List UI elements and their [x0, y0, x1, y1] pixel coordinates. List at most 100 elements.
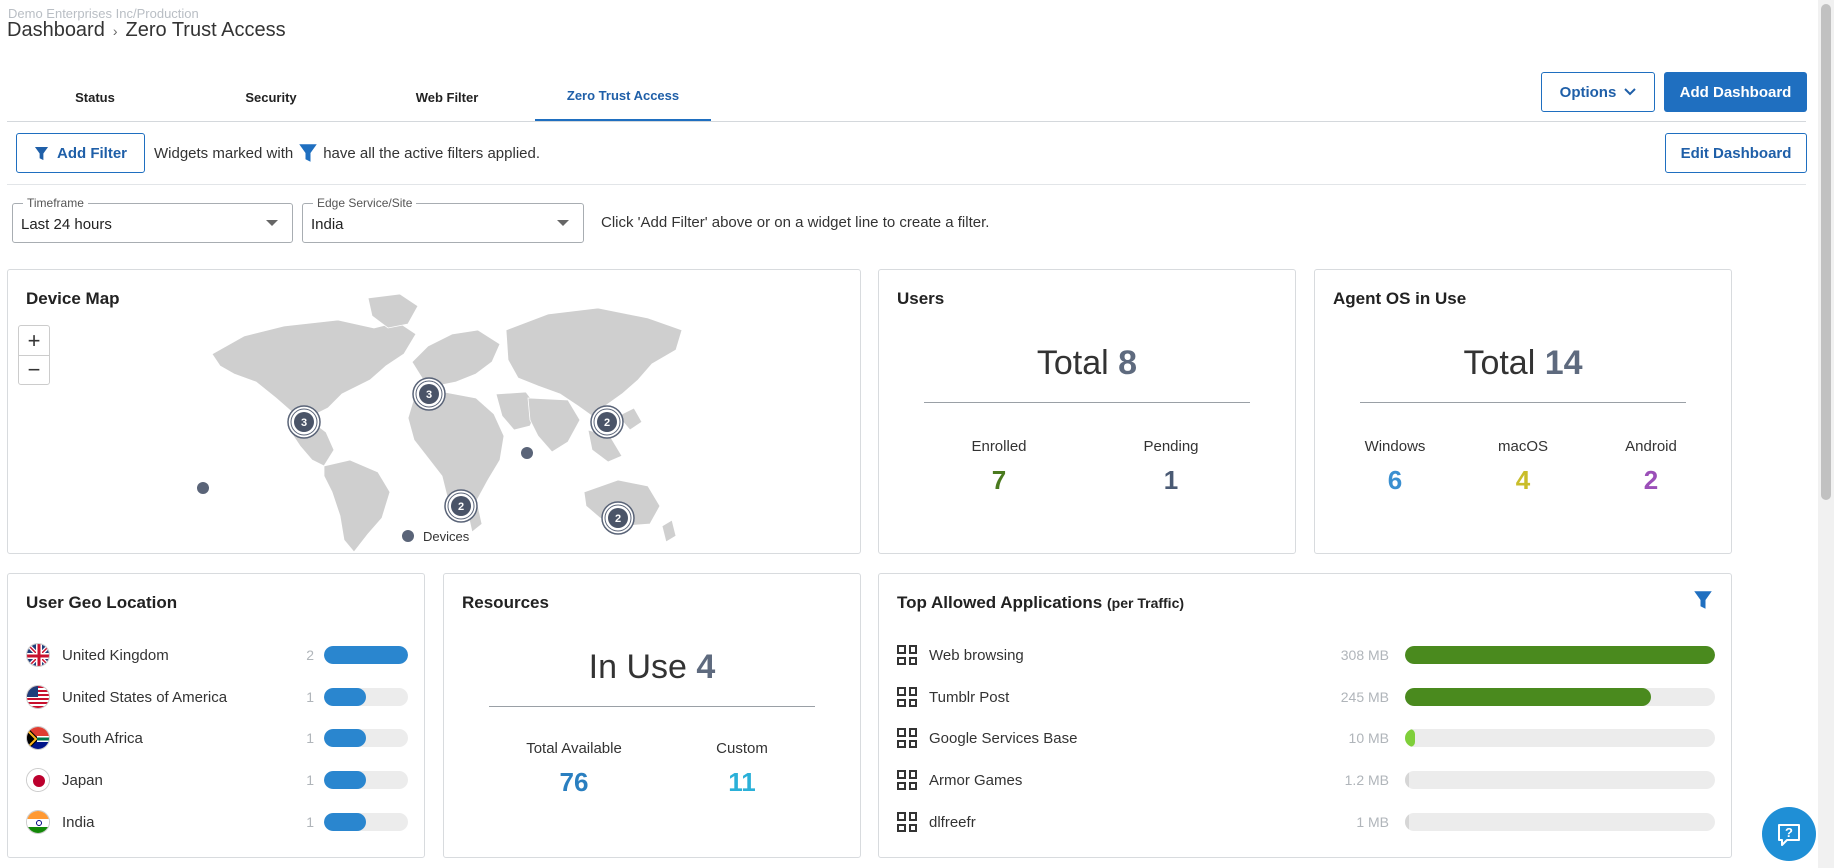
list-item[interactable]: India 1 [26, 809, 408, 835]
geo-country-name: India [62, 813, 95, 831]
flag-jp-icon [26, 768, 50, 792]
map-legend-label: Devices [423, 529, 470, 544]
divider [7, 184, 1806, 185]
tab-web-filter[interactable]: Web Filter [415, 89, 479, 105]
app-size: 10 MB [1348, 730, 1389, 746]
list-item[interactable]: Tumblr Post 245 MB [897, 684, 1715, 710]
add-filter-button[interactable]: Add Filter [16, 133, 145, 173]
geo-bar [324, 771, 408, 789]
edge-service-select[interactable]: Edge Service/Site India [302, 196, 584, 243]
top-apps-subtitle: (per Traffic) [1107, 595, 1185, 611]
os-macos-label: macOS [1497, 438, 1548, 455]
list-item[interactable]: Armor Games 1.2 MB [897, 767, 1715, 793]
resources-in-use: In Use 4 [444, 648, 860, 687]
breadcrumb-current: Zero Trust Access [125, 19, 286, 41]
zoom-out-button[interactable]: − [19, 355, 49, 384]
os-android[interactable]: Android 2 [1591, 438, 1711, 496]
device-map-title: Device Map [26, 289, 120, 308]
help-question-icon: ? [1778, 824, 1800, 846]
breadcrumb-separator: › [112, 22, 118, 39]
add-dashboard-button[interactable]: Add Dashboard [1664, 72, 1807, 112]
resources-custom[interactable]: Custom 11 [682, 740, 802, 798]
list-item[interactable]: South Africa 1 [26, 725, 408, 751]
geo-country-name: United Kingdom [62, 646, 169, 664]
page-scrollbar[interactable] [1818, 0, 1834, 868]
resources-title: Resources [462, 593, 549, 612]
filter-note: Widgets marked with have all the active … [154, 143, 540, 163]
breadcrumb-dashboard[interactable]: Dashboard [7, 19, 105, 41]
filter-note-pre: Widgets marked with [154, 144, 294, 162]
map-cluster-count: 2 [604, 417, 610, 429]
custom-label: Custom [716, 740, 768, 757]
timeframe-label: Timeframe [23, 196, 88, 210]
top-apps-title: Top Allowed Applications (per Traffic) [897, 593, 1184, 613]
users-pending[interactable]: Pending 1 [1101, 438, 1241, 496]
device-clusters: 3 3 2 2 2 [197, 377, 635, 535]
agent-os-total-value: 14 [1544, 344, 1583, 382]
filter-note-post: have all the active filters applied. [323, 144, 541, 162]
resources-card: Resources In Use 4 Total Available 76 Cu… [443, 573, 861, 858]
users-card: Users Total 8 Enrolled 7 Pending 1 [878, 269, 1296, 554]
geo-country-name: United States of America [62, 688, 228, 706]
os-windows-value: 6 [1387, 465, 1403, 495]
tab-status[interactable]: Status [75, 89, 115, 105]
org-path: Demo Enterprises Inc/Production [8, 6, 199, 21]
filter-icon [34, 146, 49, 160]
chevron-down-icon [1624, 88, 1637, 96]
caret-down-icon [557, 220, 569, 226]
in-use-label: In Use [588, 648, 687, 686]
timeframe-select[interactable]: Timeframe Last 24 hours [12, 196, 293, 243]
app-bar [1405, 688, 1715, 706]
os-android-value: 2 [1643, 465, 1659, 495]
flag-us-icon [26, 685, 50, 709]
top-apps-card: Top Allowed Applications (per Traffic) W… [878, 573, 1732, 858]
list-item[interactable]: United States of America 1 [26, 684, 408, 710]
dashboard-tabs: Status Security Web Filter Zero Trust Ac… [7, 72, 711, 122]
app-grid-icon [897, 687, 917, 707]
users-enrolled[interactable]: Enrolled 7 [929, 438, 1069, 496]
app-name: Armor Games [929, 771, 1023, 789]
total-available-value: 76 [559, 767, 589, 797]
os-windows[interactable]: Windows 6 [1335, 438, 1455, 496]
os-windows-label: Windows [1364, 438, 1426, 455]
os-macos[interactable]: macOS 4 [1463, 438, 1583, 496]
geo-bar [324, 729, 408, 747]
user-geo-title: User Geo Location [26, 593, 178, 612]
map-cluster-count: 2 [615, 513, 621, 525]
filter-applied-icon[interactable] [1693, 590, 1713, 610]
users-total: Total 8 [879, 344, 1295, 383]
geo-count: 1 [306, 814, 314, 830]
list-item[interactable]: Japan 1 [26, 767, 408, 793]
help-button[interactable]: ? [1762, 807, 1816, 861]
zoom-in-button[interactable]: + [27, 327, 41, 353]
tab-zero-trust-access[interactable]: Zero Trust Access [535, 72, 711, 122]
user-geo-card: User Geo Location United Kingdom 2 Unite… [7, 573, 425, 858]
list-item[interactable]: Google Services Base 10 MB [897, 725, 1715, 751]
list-item[interactable]: United Kingdom 2 [26, 642, 408, 668]
breadcrumb: Dashboard › Zero Trust Access [7, 19, 286, 42]
svg-text:?: ? [1785, 825, 1793, 840]
world-map[interactable]: 3 3 2 2 2 [8, 270, 862, 555]
geo-bar [324, 688, 408, 706]
filter-icon [299, 144, 317, 162]
map-zoom-control: + − [18, 325, 50, 385]
device-map-card: Device Map + − 3 3 2 2 2 [7, 269, 861, 554]
app-grid-icon [897, 770, 917, 790]
pending-label: Pending [1143, 438, 1199, 455]
agent-os-card: Agent OS in Use Total 14 Windows 6 macOS… [1314, 269, 1732, 554]
divider [1360, 402, 1686, 403]
edit-dashboard-button[interactable]: Edit Dashboard [1665, 133, 1807, 173]
app-grid-icon [897, 728, 917, 748]
app-name: Web browsing [929, 646, 1024, 664]
list-item[interactable]: dlfreefr 1 MB [897, 809, 1715, 835]
tab-security[interactable]: Security [245, 89, 297, 105]
map-cluster-count: 3 [301, 417, 307, 429]
resources-total-available[interactable]: Total Available 76 [504, 740, 644, 798]
users-title: Users [897, 289, 945, 308]
list-item[interactable]: Web browsing 308 MB [897, 642, 1715, 668]
scrollbar-thumb[interactable] [1821, 4, 1831, 500]
options-button[interactable]: Options [1541, 72, 1655, 112]
filter-hint: Click 'Add Filter' above or on a widget … [601, 214, 990, 231]
edge-service-value: India [311, 216, 344, 233]
tab-divider [7, 121, 1806, 122]
